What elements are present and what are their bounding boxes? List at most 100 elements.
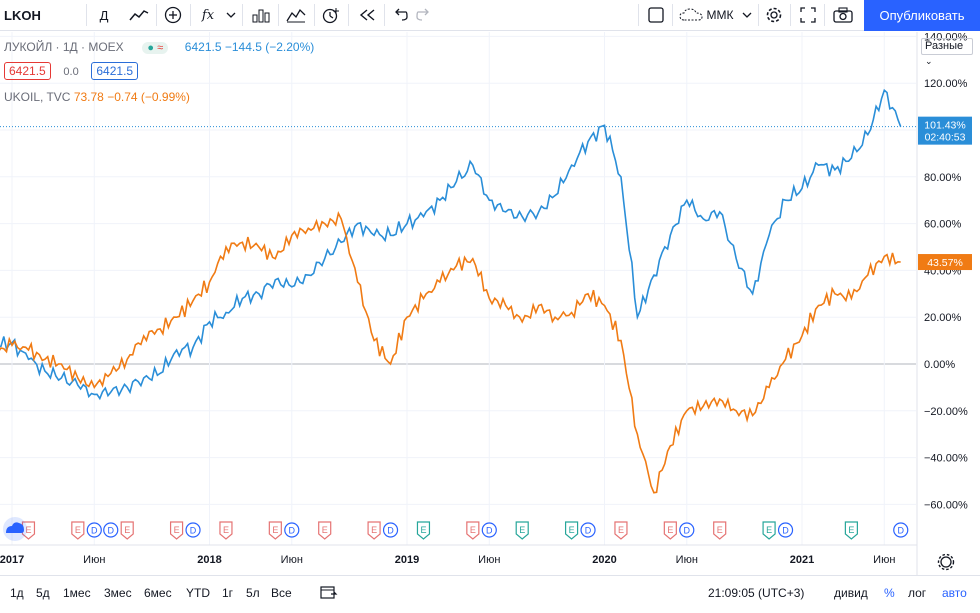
earnings-marker-icon xyxy=(844,521,858,540)
price-axis-label: −60.00% xyxy=(924,499,968,511)
earnings-marker-label: E xyxy=(569,525,575,535)
earnings-marker-label: E xyxy=(766,525,772,535)
percent-toggle[interactable]: % xyxy=(884,586,895,600)
chevron-down-icon[interactable] xyxy=(224,4,238,26)
ukoil-price-tag-value: 43.57% xyxy=(927,257,963,269)
dividend-marker-icon xyxy=(481,522,497,538)
dividend-marker-icon xyxy=(86,522,102,538)
range-button[interactable]: YTD xyxy=(186,586,210,600)
time-axis-label: Июн xyxy=(676,554,698,566)
compare-price: 73.78 xyxy=(73,90,104,104)
toolbar-divider xyxy=(348,4,349,26)
earnings-marker-label: E xyxy=(371,525,377,535)
alert-icon[interactable] xyxy=(318,4,344,26)
clock[interactable]: 21:09:05 (UTC+3) xyxy=(708,586,805,600)
range-button[interactable]: 1мес xyxy=(63,586,91,600)
toolbar-divider xyxy=(86,4,87,26)
earnings-marker-label: E xyxy=(848,525,854,535)
cloud-icon xyxy=(678,4,704,26)
earnings-marker-label: E xyxy=(470,525,476,535)
earnings-marker-label: E xyxy=(322,525,328,535)
redo-icon[interactable] xyxy=(414,4,434,26)
dividends-toggle[interactable]: дивид xyxy=(834,586,868,600)
gear-icon[interactable] xyxy=(762,4,786,26)
dividend-marker-icon xyxy=(893,522,909,538)
price-axis-label: 80.00% xyxy=(924,172,962,184)
bar-chart-icon[interactable] xyxy=(248,4,274,26)
earnings-marker-icon xyxy=(120,521,134,540)
tv-logo-icon xyxy=(6,522,24,533)
earnings-marker-label: E xyxy=(174,525,180,535)
layout-name[interactable]: ММК xyxy=(706,8,734,22)
lkoh-price-tag-value: 101.43% xyxy=(924,120,965,132)
lkoh-series-line xyxy=(0,88,902,401)
toolbar-divider xyxy=(314,4,315,26)
undo-icon[interactable] xyxy=(390,4,410,26)
dividend-marker-icon xyxy=(284,522,300,538)
toolbar-divider xyxy=(790,4,791,26)
camera-icon[interactable] xyxy=(830,4,856,26)
earnings-marker-label: E xyxy=(25,525,31,535)
chevron-down-icon[interactable] xyxy=(740,4,754,26)
price-axis-label: −20.00% xyxy=(924,406,968,418)
axis-settings-gear-icon xyxy=(937,553,955,571)
toolbar-divider xyxy=(638,4,639,26)
chart-canvas[interactable]: 140.00%120.00%100.00%80.00%60.00%40.00%2… xyxy=(0,32,980,575)
time-axis-label: 2021 xyxy=(790,554,814,566)
legend-compare-series[interactable]: UKOIL, TVC 73.78 −0.74 (−0.99%) xyxy=(4,90,190,104)
main-price: 6421.5 xyxy=(184,40,222,54)
spread-value: 0.0 xyxy=(63,66,79,78)
toolbar-divider xyxy=(278,4,279,26)
replay-icon[interactable] xyxy=(354,4,380,26)
toolbar-divider xyxy=(384,4,385,26)
dividend-marker-icon xyxy=(777,522,794,538)
ask-pill[interactable]: 6421.5 xyxy=(91,62,139,80)
auto-toggle[interactable]: авто xyxy=(942,586,967,600)
fullscreen-icon[interactable] xyxy=(796,4,820,26)
fullscreen-layout-icon[interactable] xyxy=(644,4,668,26)
symbol-search[interactable]: LKOH xyxy=(4,8,41,23)
dividend-marker-label: D xyxy=(486,526,493,536)
toolbar-divider xyxy=(672,4,673,26)
dividend-marker-label: D xyxy=(387,526,394,536)
range-button[interactable]: Все xyxy=(271,586,292,600)
publish-button[interactable]: Опубликовать xyxy=(864,0,980,31)
earnings-marker-label: E xyxy=(272,525,278,535)
earnings-marker-icon xyxy=(614,521,628,540)
chart-type-line-icon[interactable] xyxy=(124,4,154,26)
range-button[interactable]: 6мес xyxy=(144,586,172,600)
toolbar-divider xyxy=(242,4,243,26)
goto-date-icon[interactable] xyxy=(320,584,338,603)
toolbar-divider xyxy=(824,4,825,26)
time-axis-label: 2018 xyxy=(197,554,221,566)
scale-mode-dropdown[interactable]: Разные ⌄ xyxy=(921,38,973,66)
ukoil-series-line xyxy=(0,210,901,494)
lkoh-price-tag xyxy=(918,116,972,145)
bid-pill[interactable]: 6421.5 xyxy=(4,62,51,80)
templates-icon[interactable] xyxy=(282,4,310,26)
range-button[interactable]: 1г xyxy=(222,586,234,600)
earnings-marker-icon xyxy=(219,521,233,540)
ukoil-price-tag xyxy=(918,254,972,271)
legend-main-series[interactable]: ЛУКОЙЛ · 1Д · MOEX ● ≈ 6421.5 −144.5 (−2… xyxy=(4,40,314,54)
top-toolbar: LKOH Д fx ММК xyxy=(0,0,980,31)
dividend-marker-icon xyxy=(382,522,399,538)
earnings-marker-label: E xyxy=(124,525,130,535)
range-button[interactable]: 1д xyxy=(10,586,24,600)
dividend-marker-label: D xyxy=(585,526,592,536)
log-toggle[interactable]: лог xyxy=(908,586,927,600)
earnings-marker-icon xyxy=(268,521,282,540)
earnings-marker-icon xyxy=(466,521,480,540)
bottom-toolbar: 1д 5д 1мес 3мес 6мес YTD 1г 5л Все 21:09:05 (UTC… xyxy=(0,575,980,613)
time-axis-label: Июн xyxy=(83,554,105,566)
range-button[interactable]: 3мес xyxy=(104,586,132,600)
earnings-marker-icon xyxy=(713,521,727,540)
dividend-marker-icon xyxy=(580,522,596,538)
compare-add-icon[interactable] xyxy=(160,4,186,26)
indicators-button[interactable]: fx xyxy=(201,7,215,23)
range-button[interactable]: 5л xyxy=(246,586,260,600)
interval-button[interactable]: Д xyxy=(99,7,109,23)
range-button[interactable]: 5д xyxy=(36,586,50,600)
legend-quote-row: 6421.5 0.0 6421.5 xyxy=(4,62,139,80)
earnings-marker-label: E xyxy=(75,525,81,535)
